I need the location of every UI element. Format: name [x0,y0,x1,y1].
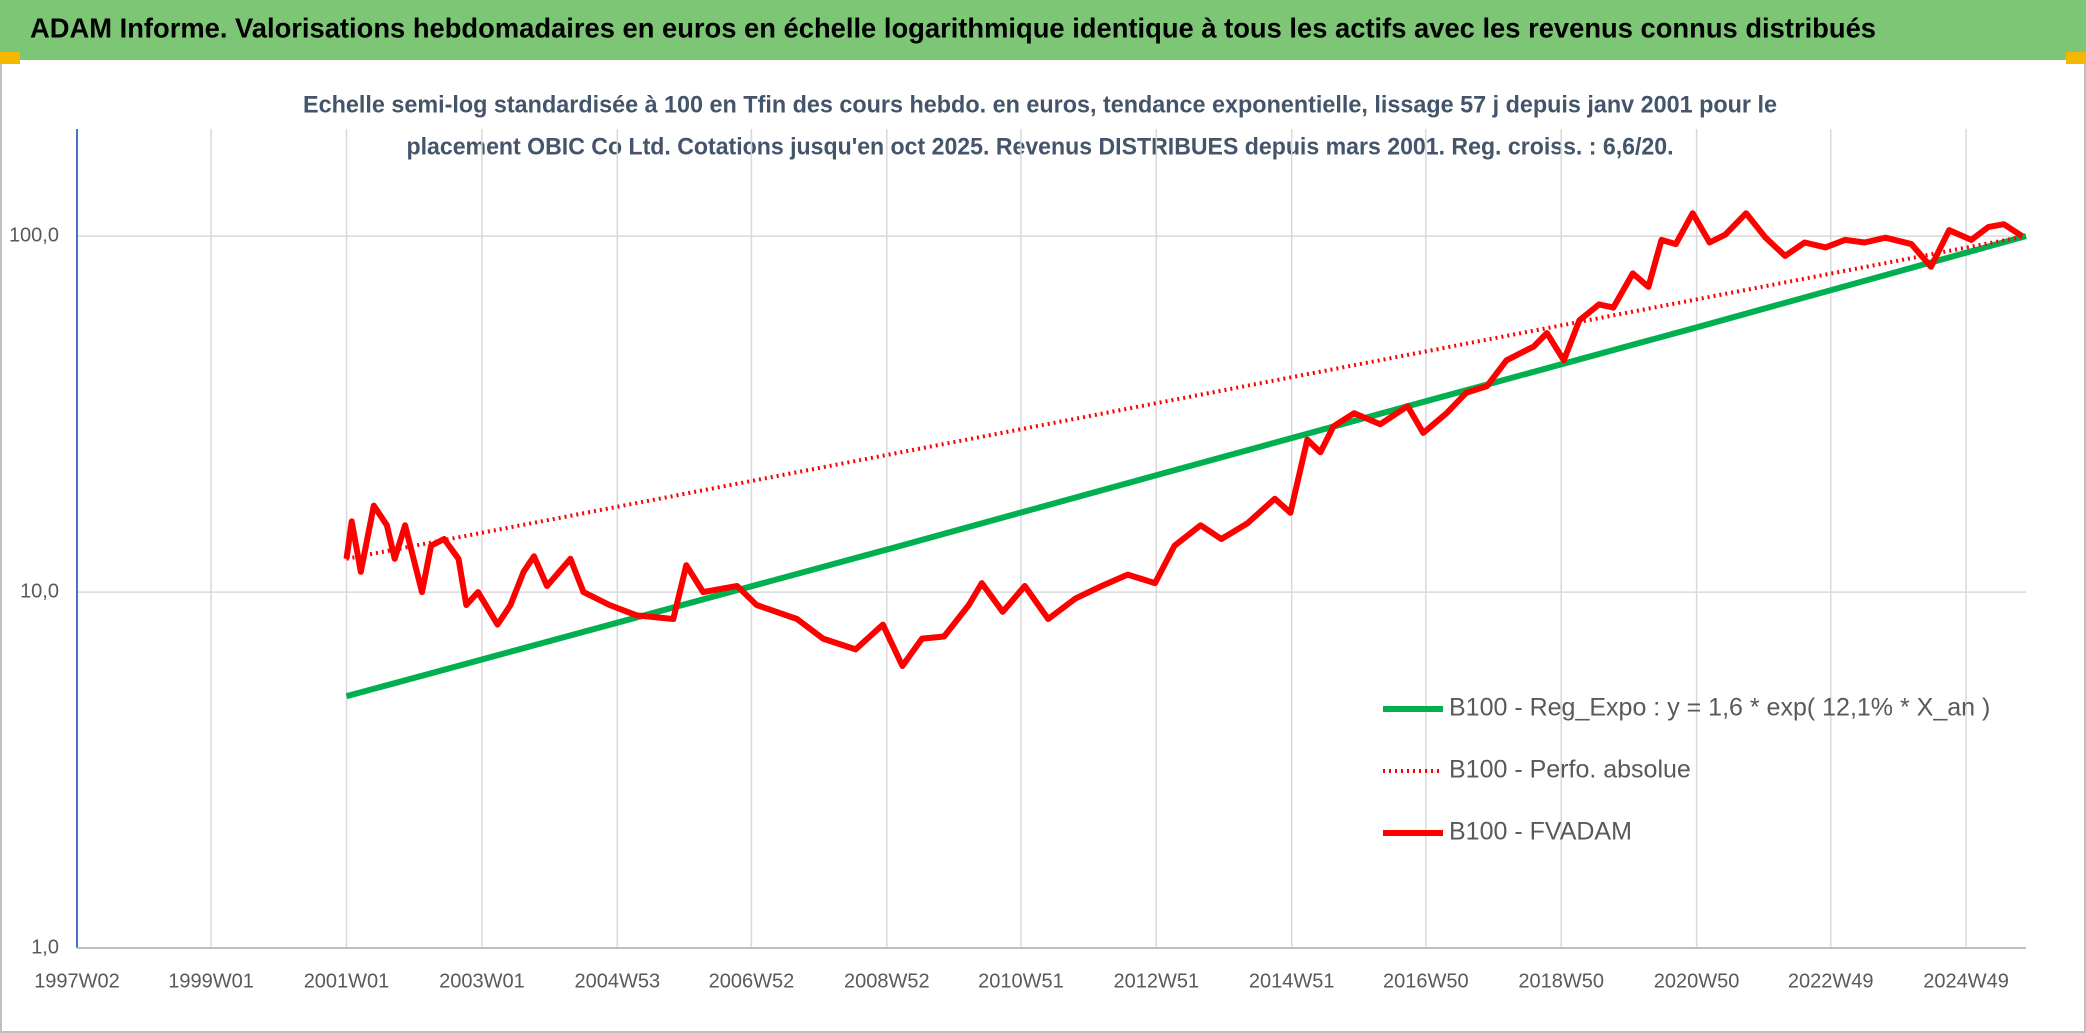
corner-mark [0,52,20,64]
corner-mark [2066,52,2086,64]
x-tick-label: 2001W01 [304,970,390,992]
chart-title: ADAM Informe. Valorisations hebdomadaire… [30,12,1876,43]
x-tick-label: 1999W01 [168,970,254,992]
chart-subtitle: placement OBIC Co Ltd. Cotations jusqu'e… [407,133,1674,160]
legend-label: B100 - Reg_Expo : y = 1,6 * exp( 12,1% *… [1449,694,1990,722]
x-tick-label: 2014W51 [1249,970,1335,992]
x-tick-label: 2004W53 [574,970,660,992]
x-tick-label: 2012W51 [1113,970,1199,992]
x-tick-label: 2022W49 [1788,970,1874,992]
x-tick-label: 2010W51 [978,970,1064,992]
x-tick-label: 2024W49 [1923,970,2009,992]
legend-label: B100 - Perfo. absolue [1449,756,1691,784]
chart-subtitle: Echelle semi-log standardisée à 100 en T… [303,91,1777,118]
x-tick-label: 2016W50 [1383,970,1469,992]
legend-label: B100 - FVADAM [1449,818,1632,846]
x-tick-label: 2018W50 [1518,970,1604,992]
x-tick-label: 2020W50 [1654,970,1740,992]
series-line [345,233,2027,700]
series-line [343,210,2024,669]
y-tick-label: 1,0 [31,936,59,958]
x-tick-label: 2003W01 [439,970,525,992]
x-tick-label: 1997W02 [34,970,120,992]
y-tick-label: 100,0 [9,224,59,246]
y-tick-label: 10,0 [20,580,59,602]
header-bar [0,0,2086,60]
x-tick-label: 2006W52 [709,970,795,992]
x-tick-label: 2008W52 [844,970,930,992]
